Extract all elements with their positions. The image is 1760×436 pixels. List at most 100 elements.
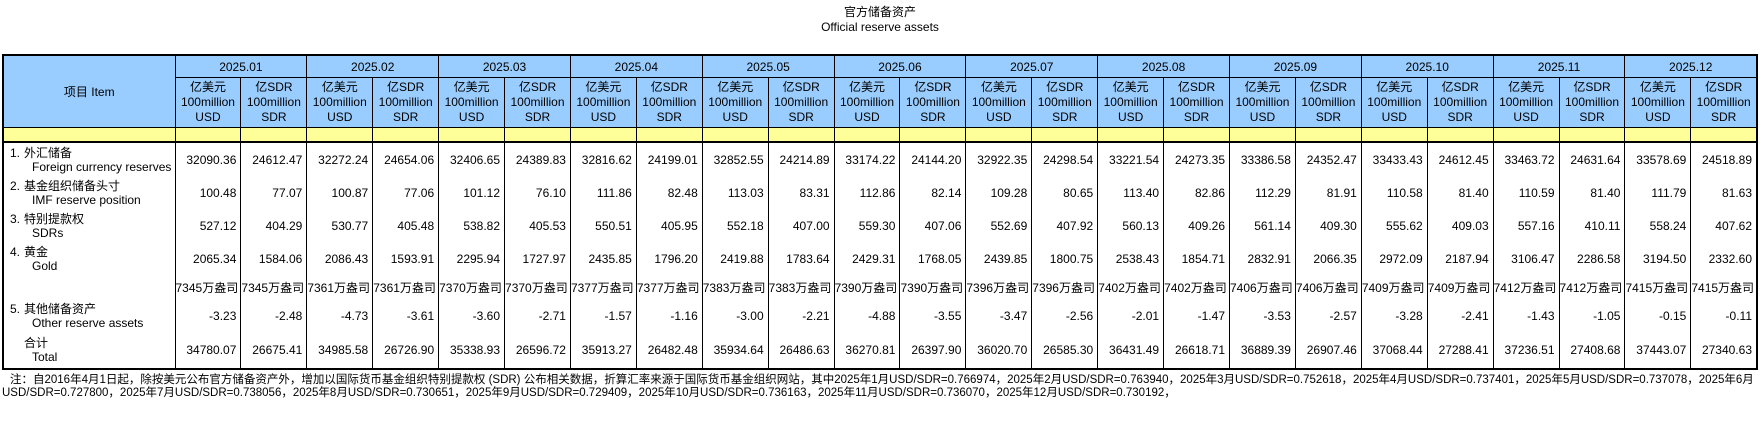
unit-line: SDR (1579, 110, 1605, 124)
yellow-band-cell (1690, 127, 1758, 143)
yellow-band-cell (306, 127, 374, 143)
value-cell: 26486.63 (767, 332, 835, 369)
value-cell: 112.86 (833, 176, 901, 209)
value-cell: -3.60 (438, 299, 506, 332)
unit-header-usd: 亿美元 100million USD (1492, 77, 1560, 128)
value-cell: 405.53 (504, 209, 571, 242)
value-cell: 2332.60 (1690, 242, 1758, 275)
item-number (10, 336, 24, 350)
value-cell: 82.86 (1163, 176, 1230, 209)
value-cell: 7412万盎司 (1558, 275, 1626, 299)
value-cell: 559.30 (833, 209, 901, 242)
unit-header-sdr: 亿SDR 100million SDR (899, 77, 967, 128)
value-cell: 7409万盎司 (1360, 275, 1428, 299)
unit-line: USD (1249, 110, 1276, 124)
value-cell: 26726.90 (372, 332, 440, 369)
unit-line: SDR (656, 110, 682, 124)
unit-line: 100million (180, 95, 235, 109)
value-cell: 33386.58 (1229, 142, 1296, 176)
value-cell: 7402万盎司 (1097, 275, 1165, 299)
unit-line: SDR (261, 110, 287, 124)
value-cell: 111.79 (1624, 176, 1692, 209)
value-cell: 7415万盎司 (1690, 275, 1758, 299)
yellow-band-cell (635, 127, 703, 143)
item-label-en: Foreign currency reserves (32, 159, 172, 174)
unit-line: 亿SDR (255, 80, 293, 94)
value-cell: 33463.72 (1492, 142, 1560, 176)
unit-line: USD (590, 110, 617, 124)
item-cell-empty (2, 275, 176, 299)
value-cell: 32406.65 (438, 142, 506, 176)
value-cell: 7415万盎司 (1624, 275, 1692, 299)
unit-line: 100million (1499, 95, 1554, 109)
value-cell: 560.13 (1097, 209, 1165, 242)
yellow-band-cell (2, 127, 176, 143)
value-cell: 110.58 (1360, 176, 1428, 209)
month-header: 2025.07 (965, 54, 1099, 78)
value-cell: 557.16 (1492, 209, 1560, 242)
table-row: 1. 外汇储备 Foreign currency reserves 32090.36 2… (2, 142, 1758, 176)
value-cell: 36431.49 (1097, 332, 1165, 369)
month-header: 2025.03 (438, 54, 571, 78)
value-cell: 552.69 (965, 209, 1033, 242)
unit-header-usd: 亿美元 100million USD (306, 77, 374, 128)
item-number: 5. (10, 301, 21, 316)
value-cell: 2832.91 (1229, 242, 1296, 275)
value-cell: 7406万盎司 (1229, 275, 1296, 299)
item-number: 1. (10, 145, 21, 160)
value-cell: 24144.20 (899, 142, 967, 176)
footnote-line1: 注：自2016年4月1日起，除按美元公布官方储备资产外，增加以国际货币基金组织特… (10, 374, 1754, 386)
value-cell: 24518.89 (1690, 142, 1758, 176)
table-row: 3. 特别提款权 SDRs 527.12 404.29 530.77 405.48 538.8… (2, 209, 1758, 242)
month-header: 2025.01 (174, 54, 308, 78)
unit-header-sdr: 亿SDR 100million SDR (372, 77, 440, 128)
value-cell: 2429.31 (833, 242, 901, 275)
item-cell: 2. 基金组织储备头寸 IMF reserve position (2, 176, 176, 209)
unit-line: 亿美元 (1112, 80, 1149, 94)
item-label-en: Total (32, 350, 58, 364)
value-cell: 26585.30 (1031, 332, 1099, 369)
value-cell: -1.16 (635, 299, 703, 332)
value-cell: 77.06 (372, 176, 440, 209)
unit-header-usd: 亿美元 100million USD (1097, 77, 1165, 128)
value-cell: 37068.44 (1360, 332, 1428, 369)
yellow-band-cell (701, 127, 769, 143)
unit-header-usd: 亿美元 100million USD (833, 77, 901, 128)
unit-line: 100million (1630, 95, 1685, 109)
value-cell: 407.62 (1690, 209, 1758, 242)
unit-line: 亿美元 (1376, 80, 1413, 94)
value-cell: 24214.89 (767, 142, 835, 176)
unit-line: SDR (1711, 110, 1737, 124)
value-cell: 561.14 (1229, 209, 1296, 242)
value-cell: 409.26 (1163, 209, 1230, 242)
unit-line: 100million (1433, 95, 1488, 109)
value-cell: 33174.22 (833, 142, 901, 176)
value-cell: 32852.55 (701, 142, 769, 176)
value-cell: -3.28 (1360, 299, 1428, 332)
yellow-band-cell (1360, 127, 1428, 143)
value-cell: 77.07 (240, 176, 308, 209)
month-header-row: 项目 Item 2025.01 2025.02 2025.03 2025.04 2025.… (2, 54, 1758, 128)
unit-line: SDR (1052, 110, 1078, 124)
unit-header-usd: 亿美元 100million USD (1624, 77, 1692, 128)
value-cell: 1584.06 (240, 242, 308, 275)
yellow-band-cell (174, 127, 242, 143)
value-cell: 27340.63 (1690, 332, 1758, 369)
item-label-line: 合计 (4, 336, 175, 350)
unit-line: SDR (1315, 110, 1342, 124)
value-cell: -1.57 (569, 299, 637, 332)
value-cell: 81.40 (1558, 176, 1626, 209)
unit-line: SDR (1183, 110, 1210, 124)
value-cell: -3.53 (1229, 299, 1296, 332)
value-cell: 409.30 (1294, 209, 1362, 242)
value-cell: 100.48 (174, 176, 242, 209)
value-cell: 2972.09 (1360, 242, 1428, 275)
value-cell: 407.00 (767, 209, 835, 242)
value-cell: 2295.94 (438, 242, 506, 275)
unit-line: 亿美元 (585, 80, 622, 94)
value-cell: -2.57 (1294, 299, 1362, 332)
table-row: 合计 Total 34780.07 26675.41 34985.58 26726.90 3… (2, 332, 1758, 369)
value-cell: -2.01 (1097, 299, 1165, 332)
unit-line: 100million (510, 95, 565, 109)
unit-header-usd: 亿美元 100million USD (701, 77, 769, 128)
